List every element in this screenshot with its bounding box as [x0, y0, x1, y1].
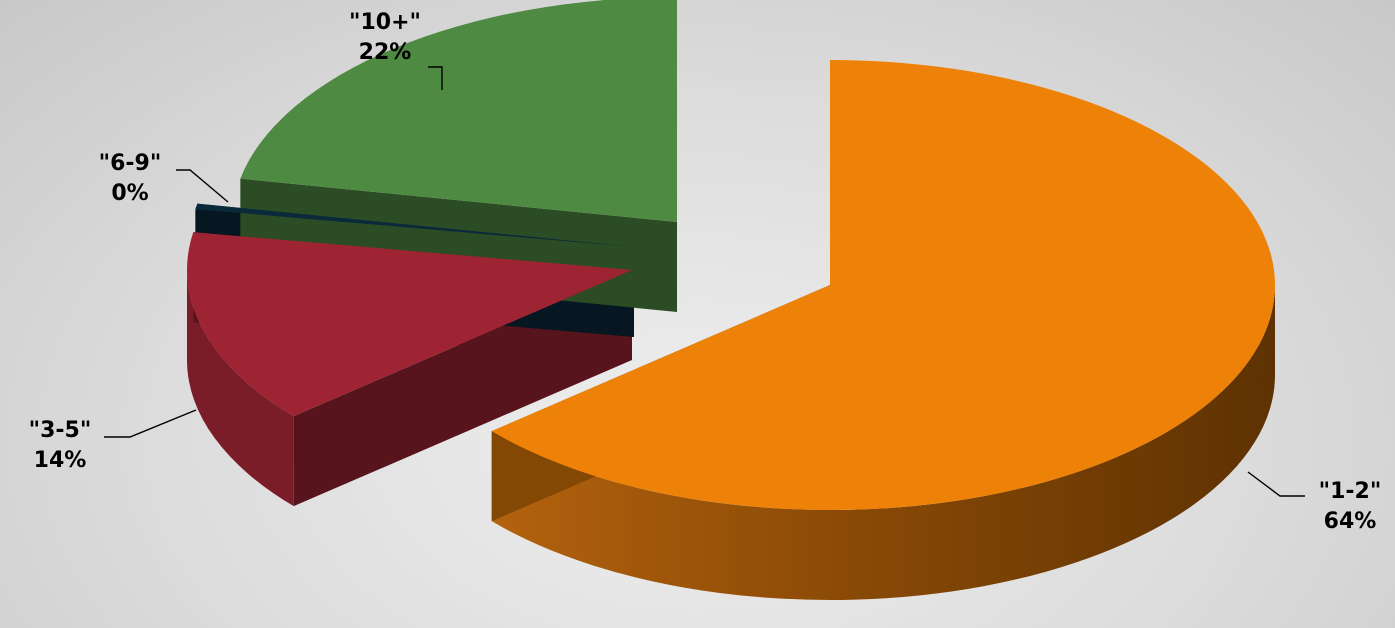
- leader-line-1-2: [1247, 471, 1305, 497]
- leader-line-6-9: [176, 169, 229, 203]
- slice-label-3-5: "3-5": [29, 418, 92, 443]
- slice-label-1-2: "1-2": [1319, 479, 1382, 504]
- pie-slice-side-3-5: [187, 270, 294, 507]
- slice-percent-3-5: 14%: [34, 448, 87, 473]
- slice-percent-6-9: 0%: [111, 181, 148, 206]
- slice-label-10-plus: "10+": [349, 10, 421, 35]
- leader-line-3-5: [104, 409, 197, 438]
- pie-slice-10-plus: [240, 0, 677, 222]
- slice-label-6-9: "6-9": [99, 151, 162, 176]
- pie-slice-3-5: [186, 232, 632, 417]
- pie-slice-1-2: [491, 60, 1275, 510]
- slice-percent-10-plus: 22%: [359, 40, 412, 65]
- slice-percent-1-2: 64%: [1324, 509, 1377, 534]
- pie-slice-6-9: [195, 203, 635, 247]
- leader-line-10-plus: [428, 66, 443, 90]
- pie-slice-side-1-2: [491, 285, 1275, 600]
